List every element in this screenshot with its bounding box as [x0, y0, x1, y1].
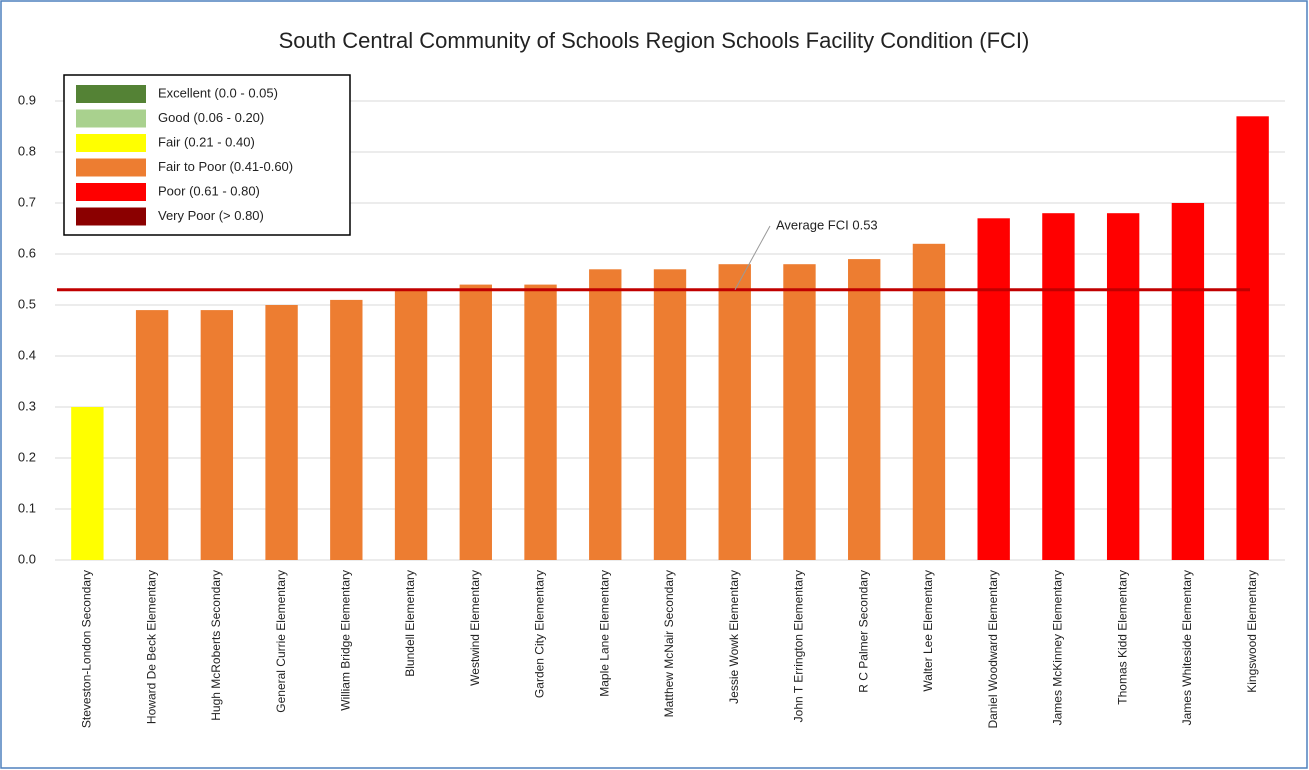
chart-title: South Central Community of Schools Regio… — [279, 28, 1030, 53]
bar — [783, 264, 816, 560]
bar — [394, 289, 428, 560]
x-tick-label: Jessie Wowk Elementary — [727, 570, 741, 704]
legend-label: Fair (0.21 - 0.40) — [158, 134, 255, 149]
bar — [200, 310, 234, 560]
y-tick-label: 0.7 — [18, 194, 36, 209]
legend-label: Very Poor (> 0.80) — [158, 208, 264, 223]
x-tick-label: John T Errington Elementary — [792, 570, 806, 722]
x-tick-label: R C Palmer Secondary — [856, 570, 870, 693]
bar — [1171, 203, 1205, 560]
legend-swatch — [76, 158, 146, 177]
bar — [1236, 116, 1269, 561]
bar — [135, 310, 169, 560]
bar — [848, 259, 881, 560]
x-tick-label: James McKinney Elementary — [1051, 570, 1065, 725]
bar — [330, 299, 363, 560]
annotation: Average FCI 0.53 — [776, 217, 878, 232]
legend-label: Fair to Poor (0.41-0.60) — [158, 159, 293, 174]
bar — [1042, 213, 1075, 560]
y-tick-label: 0.9 — [18, 92, 36, 107]
y-tick-label: 0.2 — [18, 449, 36, 464]
x-tick-label: Matthew McNair Secondary — [662, 570, 676, 717]
bar — [265, 305, 298, 560]
legend-swatch — [76, 207, 146, 226]
y-tick-label: 0.8 — [18, 143, 36, 158]
legend-swatch — [76, 85, 146, 103]
x-tick-label: Howard De Beck Elementary — [144, 570, 158, 724]
y-tick-label: 0.4 — [18, 347, 36, 362]
legend-label: Excellent (0.0 - 0.05) — [158, 85, 278, 100]
bar — [524, 284, 557, 560]
x-tick-label: Westwind Elementary — [468, 570, 482, 686]
x-tick-label: James Whiteside Elementary — [1180, 570, 1194, 725]
x-tick-label: Thomas Kidd Elementary — [1115, 570, 1129, 705]
legend-label: Good (0.06 - 0.20) — [158, 110, 264, 125]
legend-swatch — [76, 109, 146, 128]
x-tick-label: Walter Lee Elementary — [921, 570, 935, 692]
legend-swatch — [76, 134, 146, 152]
bar — [589, 269, 622, 560]
x-tick-label: Garden City Elementary — [533, 570, 547, 698]
x-tick-label: Hugh McRoberts Secondary — [209, 570, 223, 721]
bar — [912, 243, 946, 561]
bar — [977, 218, 1010, 561]
x-tick-label: Maple Lane Elementary — [597, 570, 611, 697]
x-tick-label: Steveston-London Secondary — [80, 570, 94, 728]
y-tick-label: 0.5 — [18, 296, 36, 311]
x-tick-label: Daniel Woodward Elementary — [986, 570, 1000, 729]
bar — [459, 284, 492, 560]
bar — [653, 269, 687, 560]
y-tick-label: 0.0 — [18, 551, 36, 566]
x-tick-label: William Bridge Elementary — [338, 570, 352, 711]
y-tick-label: 0.3 — [18, 398, 36, 413]
y-tick-label: 0.1 — [18, 500, 36, 515]
legend-swatch — [76, 183, 146, 201]
y-tick-label: 0.6 — [18, 245, 36, 260]
bar — [71, 407, 104, 560]
bar — [1106, 213, 1140, 560]
bar — [718, 264, 751, 560]
legend-label: Poor (0.61 - 0.80) — [158, 183, 260, 198]
annotation-leader — [734, 225, 771, 290]
x-tick-label: General Currie Elementary — [274, 570, 288, 713]
x-tick-label: Blundell Elementary — [403, 570, 417, 677]
x-tick-label: Kingswood Elementary — [1245, 570, 1259, 693]
